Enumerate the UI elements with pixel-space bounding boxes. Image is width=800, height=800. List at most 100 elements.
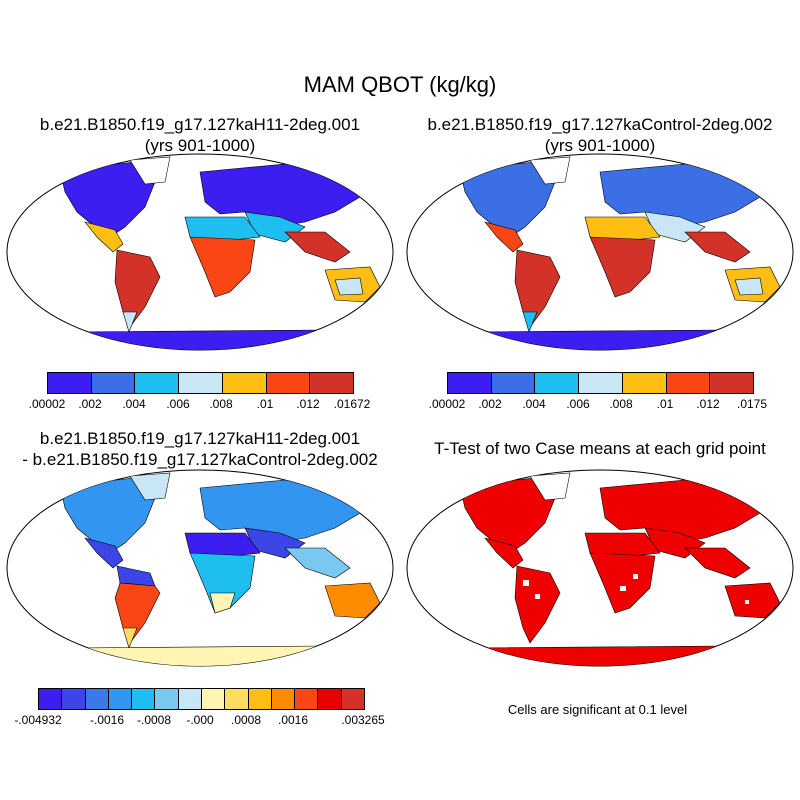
swatch xyxy=(201,689,226,709)
africa-south xyxy=(589,552,656,614)
south-america-tip xyxy=(522,311,538,333)
swatch xyxy=(535,373,580,393)
tick-label: .002 xyxy=(478,397,502,411)
swatch xyxy=(271,689,296,709)
tick-label: .00002 xyxy=(428,397,466,411)
swatch xyxy=(295,689,319,709)
antarctica xyxy=(54,645,346,666)
swatch xyxy=(179,373,223,393)
tick-label: -.000 xyxy=(186,713,214,727)
greenland xyxy=(529,156,571,185)
central-america xyxy=(84,221,124,253)
central-america xyxy=(84,537,124,569)
antarctica xyxy=(54,329,346,350)
panel1-title: b.e21.B1850.f19_g17.127kaH11-2deg.001 (y… xyxy=(0,114,400,156)
panel3-title-line1: b.e21.B1850.f19_g17.127kaH11-2deg.001 xyxy=(39,429,361,448)
panel3-title: b.e21.B1850.f19_g17.127kaH11-2deg.001 - … xyxy=(0,428,400,470)
tick-label: .00002 xyxy=(28,397,66,411)
map-difference xyxy=(6,469,394,667)
swatch xyxy=(248,689,272,709)
map-ttest xyxy=(406,469,794,667)
tick-label: .004 xyxy=(522,397,546,411)
greenland xyxy=(529,472,571,501)
tick-label: -.0016 xyxy=(89,713,125,727)
central-america xyxy=(484,221,524,253)
antarctica xyxy=(454,645,746,666)
swatch xyxy=(710,373,754,393)
tick-label: .0008 xyxy=(230,713,262,727)
swatch xyxy=(579,373,623,393)
tick-label: .01672 xyxy=(333,397,371,411)
colorbar-case1 xyxy=(47,372,354,394)
tick-label: .008 xyxy=(609,397,633,411)
tick-label: .004 xyxy=(122,397,146,411)
swatch xyxy=(178,689,202,709)
panel2-title: b.e21.B1850.f19_g17.127kaControl-2deg.00… xyxy=(400,114,800,156)
swatch xyxy=(310,373,354,393)
map-case1 xyxy=(6,153,394,351)
swatch xyxy=(39,689,63,709)
swatch xyxy=(108,689,133,709)
south-asia xyxy=(684,231,751,263)
africa-tip xyxy=(209,592,236,614)
tick-label: -.004932 xyxy=(14,713,62,727)
tick-label: .008 xyxy=(209,397,233,411)
significance-note: Cells are significant at 0.1 level xyxy=(507,702,688,717)
australia xyxy=(324,582,381,619)
australia xyxy=(724,582,781,619)
swatch xyxy=(448,373,492,393)
swatch xyxy=(318,689,342,709)
africa-south xyxy=(589,236,656,298)
swatch xyxy=(225,689,249,709)
greenland xyxy=(129,156,171,185)
australia-interior xyxy=(734,277,764,296)
south-asia xyxy=(684,547,751,579)
swatch xyxy=(622,373,667,393)
panel4-title-line1: T-Test of two Case means at each grid po… xyxy=(434,439,766,458)
panel3-title-line2: - b.e21.B1850.f19_g17.127kaControl-2deg.… xyxy=(22,450,378,469)
panel1-title-line2: (yrs 901-1000) xyxy=(144,136,256,155)
tick-label: .0175 xyxy=(736,397,768,411)
tick-label: .006 xyxy=(566,397,590,411)
greenland xyxy=(129,472,171,501)
swatch xyxy=(91,373,136,393)
map-case2 xyxy=(406,153,794,351)
swatch xyxy=(266,373,311,393)
main-title: MAM QBOT (kg/kg) xyxy=(303,72,497,97)
swatch xyxy=(222,373,267,393)
panel1-title-line1: b.e21.B1850.f19_g17.127kaH11-2deg.001 xyxy=(39,115,361,134)
insignificant-cells xyxy=(523,574,749,604)
south-asia xyxy=(284,547,351,579)
australia-interior xyxy=(334,277,364,296)
tick-label: .002 xyxy=(78,397,102,411)
swatch xyxy=(491,373,536,393)
south-america xyxy=(514,249,561,328)
swatch xyxy=(666,373,711,393)
swatch xyxy=(48,373,92,393)
south-america-tip xyxy=(122,627,138,649)
south-asia xyxy=(284,231,351,263)
swatch xyxy=(135,373,180,393)
antarctica xyxy=(454,329,746,350)
swatch xyxy=(155,689,179,709)
tick-label: .012 xyxy=(696,397,720,411)
tick-label: .012 xyxy=(296,397,320,411)
swatch xyxy=(62,689,86,709)
swatch xyxy=(85,689,109,709)
tick-label: .0016 xyxy=(277,713,309,727)
tick-label: .006 xyxy=(166,397,190,411)
africa-south xyxy=(189,236,256,298)
swatch xyxy=(132,689,156,709)
panel4-title: T-Test of two Case means at each grid po… xyxy=(400,438,800,459)
central-america xyxy=(484,537,524,569)
colorbar-difference xyxy=(38,688,365,710)
south-america-tip xyxy=(122,311,138,333)
panel2-title-line2: (yrs 901-1000) xyxy=(544,136,656,155)
tick-label: .01 xyxy=(256,397,274,411)
colorbar-case2 xyxy=(447,372,754,394)
tick-label: .003265 xyxy=(341,713,385,727)
south-america xyxy=(114,249,161,328)
swatch xyxy=(341,689,364,709)
tick-label: .01 xyxy=(656,397,674,411)
panel2-title-line1: b.e21.B1850.f19_g17.127kaControl-2deg.00… xyxy=(427,115,773,134)
